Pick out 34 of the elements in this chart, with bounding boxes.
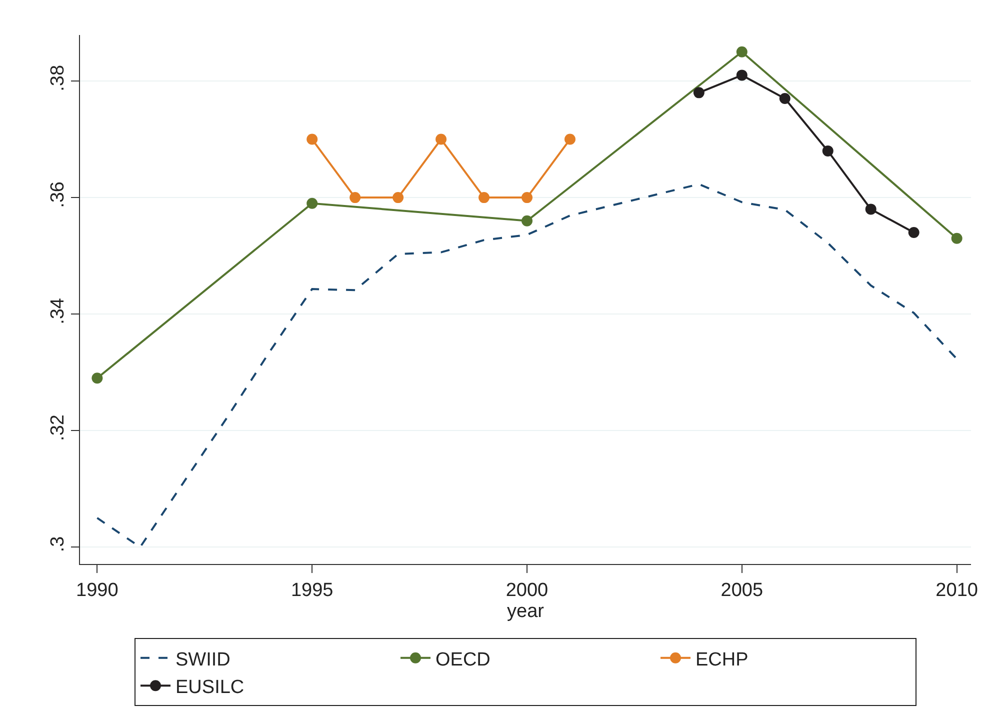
y-tick-label: .34 — [47, 298, 68, 324]
x-axis-title: year — [507, 600, 545, 622]
point — [736, 70, 748, 81]
x-tick-label: 2005 — [720, 580, 764, 601]
point — [693, 87, 704, 98]
point — [564, 134, 576, 145]
point — [92, 372, 103, 384]
point — [522, 192, 532, 204]
point — [306, 198, 318, 209]
x-tick-label: 2010 — [936, 580, 978, 601]
legend-label: OECD — [436, 649, 490, 670]
point — [478, 192, 490, 204]
y-tick-label: .3 — [47, 536, 68, 552]
x-tick-label: 1995 — [290, 580, 334, 601]
point — [908, 227, 920, 238]
point — [822, 145, 834, 156]
legend-label: ECHP — [696, 649, 748, 670]
point — [779, 93, 790, 104]
point — [392, 192, 404, 204]
line-series — [96, 183, 958, 548]
x-tick-label: 1990 — [76, 580, 118, 601]
y-tick-label: .36 — [47, 181, 68, 208]
legend-label: EUSILC — [176, 677, 244, 698]
point — [865, 204, 876, 215]
legend-label: SWIID — [176, 649, 230, 670]
x-tick-label: 2000 — [506, 580, 548, 601]
point — [951, 232, 962, 244]
point — [436, 134, 447, 145]
y-tick-label: .38 — [47, 64, 68, 92]
point — [522, 215, 532, 226]
point — [306, 134, 318, 145]
point — [736, 46, 748, 58]
point — [350, 192, 361, 204]
y-tick-label: .32 — [47, 414, 68, 441]
